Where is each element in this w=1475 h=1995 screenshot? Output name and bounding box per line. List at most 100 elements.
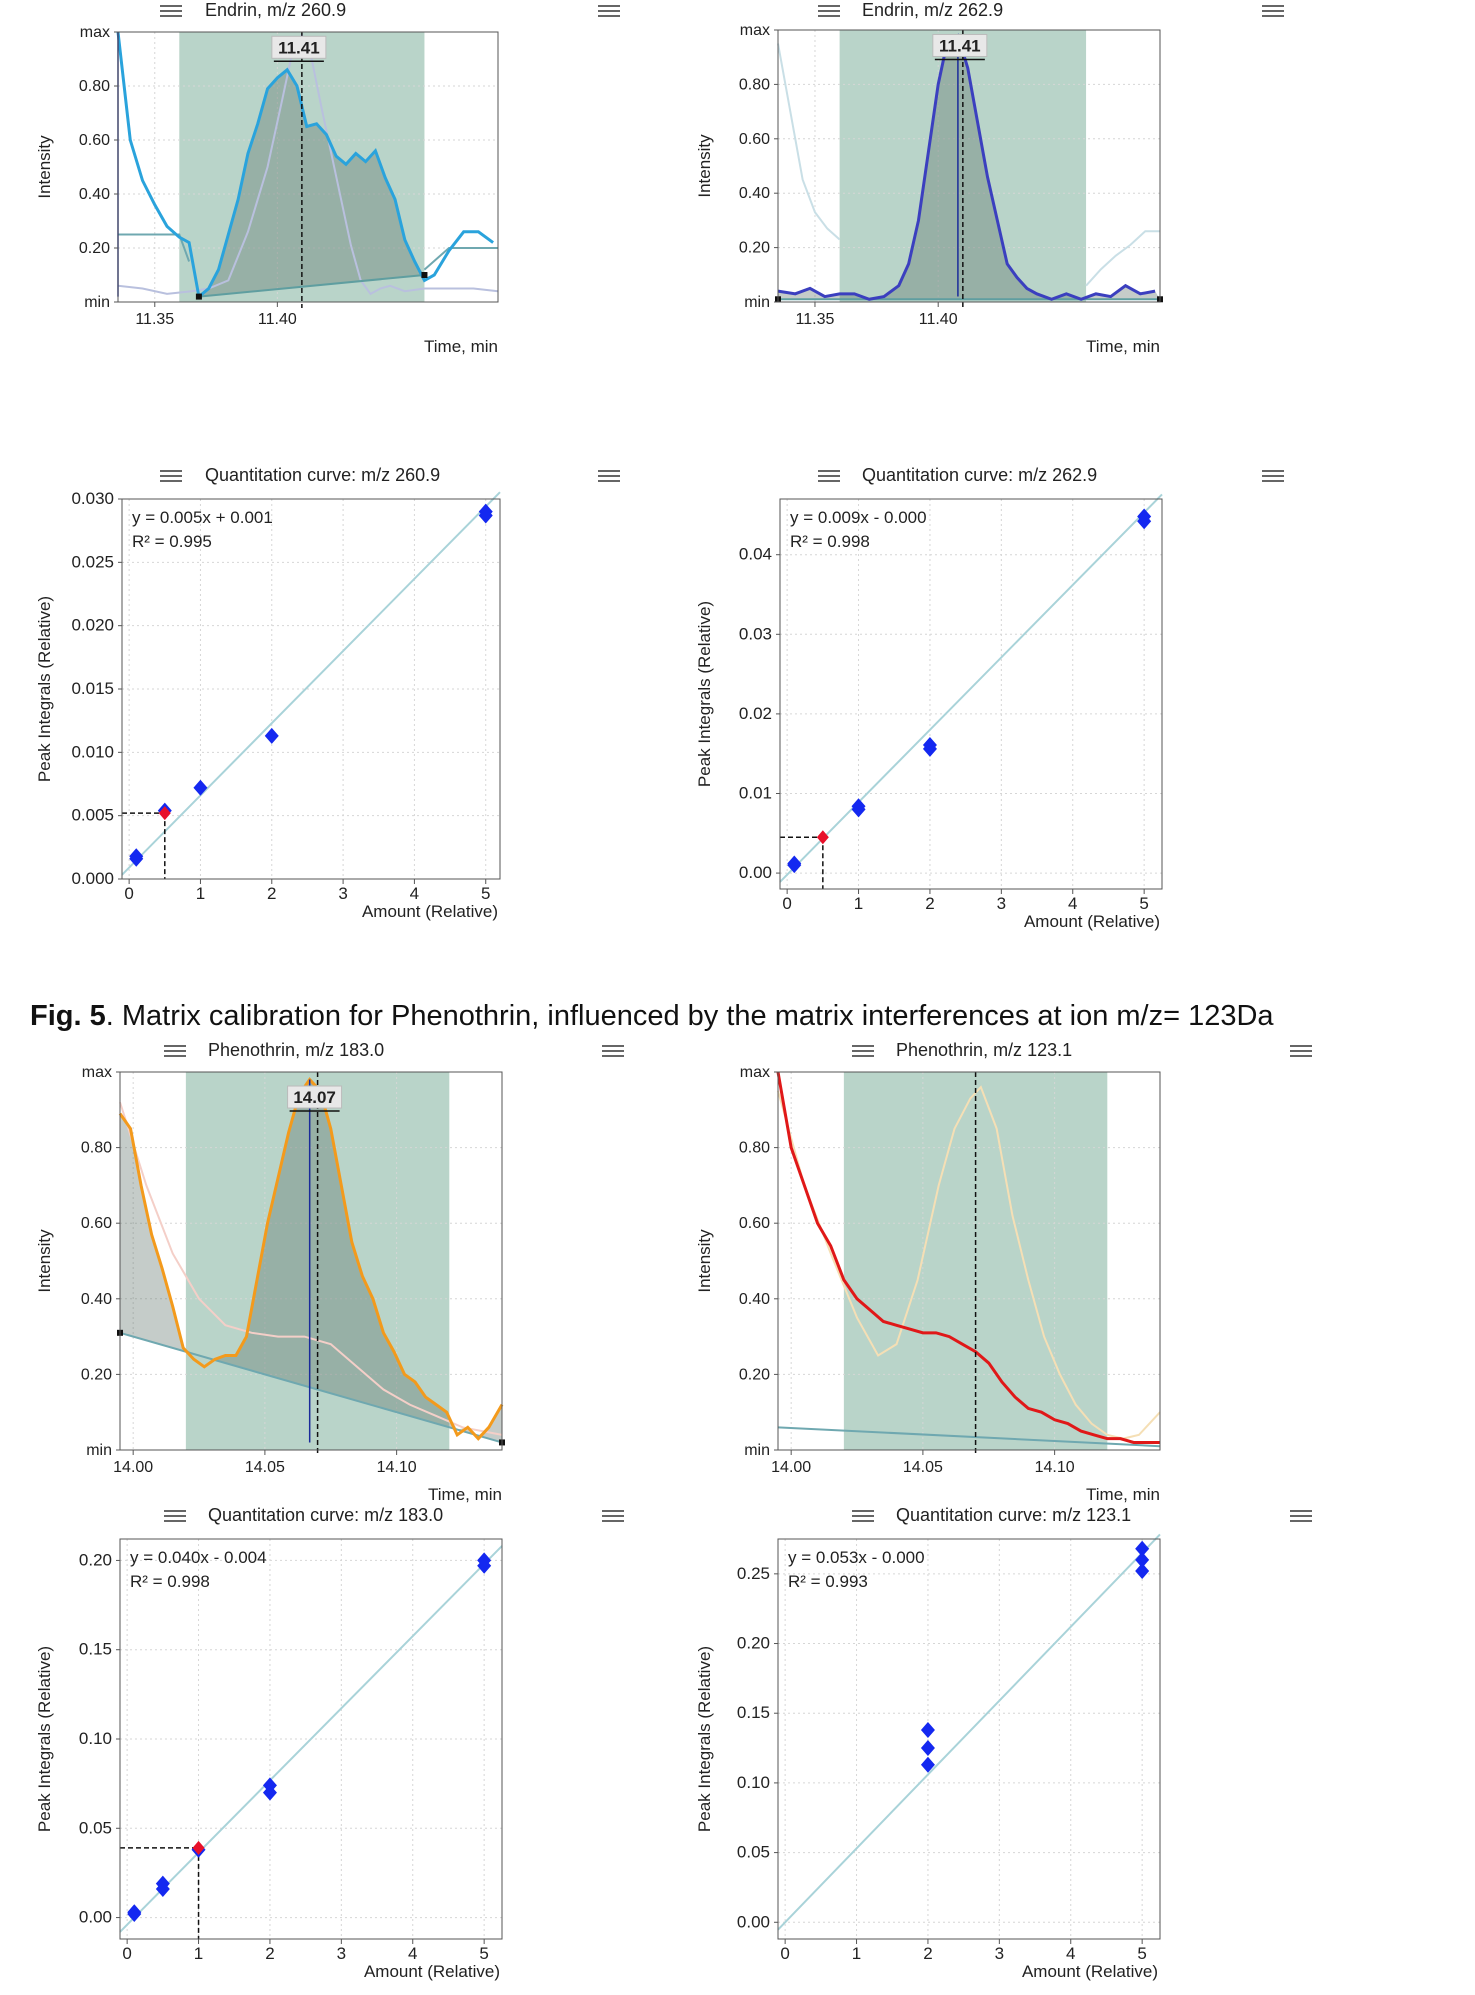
baseline-start-marker	[195, 293, 202, 300]
y-tick-label: 0.20	[739, 1366, 770, 1383]
y-tick-label: min	[86, 1442, 112, 1459]
chart-title: Quantitation curve: m/z 262.9	[862, 465, 1098, 485]
x-tick-label: 0	[782, 894, 791, 913]
left-menu-icon[interactable]	[160, 467, 182, 483]
y-tick-label: 0.00	[79, 1908, 112, 1927]
x-tick-label: 5	[1137, 1944, 1146, 1963]
left-menu-icon[interactable]	[852, 1507, 874, 1523]
x-tick-label: 0	[124, 884, 133, 903]
baseline-trace	[198, 274, 425, 298]
x-tick-label: 0	[122, 1944, 131, 1963]
y-axis-title: Intensity	[35, 1229, 54, 1293]
calibration-plot: y = 0.009x - 0.000 R² = 0.998 0.00 0.01 0.02…	[695, 493, 1163, 931]
left-menu-icon[interactable]	[164, 1042, 186, 1058]
right-menu-icon[interactable]	[602, 1507, 624, 1523]
calibration-point	[1135, 1551, 1150, 1568]
calibration-point	[262, 1777, 277, 1794]
retention-time-label: 11.41	[939, 36, 981, 55]
plot-frame	[777, 1071, 1161, 1451]
calibration-point	[787, 855, 802, 872]
x-axis-title: Time, min	[424, 337, 498, 356]
right-menu-icon[interactable]	[1290, 1042, 1312, 1058]
panel-header: Phenothrin, m/z 183.0	[30, 1040, 650, 1066]
y-tick-label: 0.20	[81, 1366, 112, 1383]
baseline-trace	[119, 1331, 503, 1444]
y-tick-label: max	[80, 26, 110, 41]
calibration-plot: y = 0.005x + 0.001 R² = 0.995 0.000 0.005 0.…	[35, 491, 501, 921]
y-tick-label: 0.60	[739, 1215, 770, 1232]
left-menu-icon[interactable]	[818, 2, 840, 18]
figure-caption-text: . Matrix calibration for Phenothrin, inf…	[105, 1000, 1274, 1032]
y-tick-label: 0.60	[79, 132, 110, 149]
x-tick-label: 5	[481, 884, 490, 903]
fit-r-squared: R² = 0.993	[788, 1572, 868, 1591]
sample-point	[192, 1840, 205, 1855]
x-tick-label: 2	[265, 1944, 274, 1963]
fit-equation: y = 0.009x - 0.000	[790, 508, 927, 527]
x-tick-label: 4	[1066, 1944, 1075, 1963]
calibration-point	[920, 1756, 935, 1773]
x-tick-label: 1	[196, 884, 205, 903]
fit-line	[779, 493, 1163, 883]
y-tick-label: 0.20	[737, 1634, 770, 1653]
y-tick-label: 0.60	[739, 131, 770, 148]
calibration-point	[264, 727, 279, 744]
x-tick-label: 14.10	[377, 1459, 417, 1476]
right-menu-icon[interactable]	[598, 2, 620, 18]
chromatogram-plot: 14.07 min 0.20 0.40 0.60 0.80 max 14.00 14.05 14.…	[35, 1066, 505, 1504]
calibration-plot: y = 0.053x - 0.000 R² = 0.993 0.00 0.05 0.10…	[695, 1533, 1161, 1981]
y-tick-label: 0.80	[739, 1140, 770, 1157]
x-tick-label: 3	[995, 1944, 1004, 1963]
x-tick-label: 2	[925, 894, 934, 913]
x-axis-title: Time, min	[1086, 1485, 1160, 1504]
retention-time-box	[271, 35, 327, 59]
x-tick-label: 14.00	[113, 1459, 153, 1476]
panel-header: Endrin, m/z 262.9	[690, 0, 1310, 26]
x-axis-title: Time, min	[428, 1485, 502, 1504]
chromatogram-plot: 11.41 min 0.20 0.40 0.60 0.80 max 11.35 11.40 Tim…	[695, 26, 1163, 356]
y-tick-label: 0.01	[739, 783, 772, 802]
secondary-trace	[1085, 230, 1160, 287]
y-tick-label: 0.15	[79, 1640, 112, 1659]
y-axis-title: Intensity	[695, 134, 714, 198]
x-tick-label: 2	[267, 884, 276, 903]
y-tick-label: 0.25	[737, 1564, 770, 1583]
right-menu-icon[interactable]	[598, 467, 620, 483]
y-tick-label: 0.03	[739, 624, 772, 643]
right-menu-icon[interactable]	[1262, 467, 1284, 483]
y-tick-label: min	[744, 1442, 770, 1459]
x-tick-label: 5	[479, 1944, 488, 1963]
y-tick-label: 0.015	[71, 679, 114, 698]
calibration-point	[1135, 1540, 1150, 1557]
calibration-point	[478, 503, 493, 520]
calibration-point	[193, 779, 208, 796]
x-axis-title: Time, min	[1086, 337, 1160, 356]
y-tick-label: 0.02	[739, 704, 772, 723]
calibration-point	[129, 850, 144, 867]
chart-panel-quant-260: Quantitation curve: m/z 260.9 y = 0.005x…	[30, 465, 650, 945]
overlay-trace	[118, 233, 191, 262]
x-tick-label: 11.40	[919, 311, 958, 328]
calibration-point	[920, 1740, 935, 1757]
x-tick-label: 11.40	[258, 311, 297, 328]
y-tick-label: 0.20	[79, 1550, 112, 1569]
chart-panel-endrin-262: Endrin, m/z 262.9 11.41 min 0.20 0.40 0.60 0.…	[690, 0, 1310, 360]
right-menu-icon[interactable]	[1290, 1507, 1312, 1523]
figure-label: Fig. 5	[30, 1000, 106, 1032]
y-tick-label: 0.80	[79, 78, 110, 95]
main-trace	[777, 33, 1156, 301]
left-menu-icon[interactable]	[160, 2, 182, 18]
y-tick-label: 0.40	[739, 1291, 770, 1308]
left-menu-icon[interactable]	[852, 1042, 874, 1058]
right-menu-icon[interactable]	[1262, 2, 1284, 18]
calibration-point	[477, 1552, 492, 1569]
left-menu-icon[interactable]	[818, 467, 840, 483]
secondary-trace	[119, 1101, 503, 1436]
plot-frame	[117, 31, 499, 303]
chart-title: Endrin, m/z 260.9	[205, 0, 347, 20]
left-menu-icon[interactable]	[164, 1507, 186, 1523]
figure-caption: Fig. 5. Matrix calibration for Phenothri…	[30, 1000, 1450, 1033]
y-axis-title: Peak Integrals (Relative)	[695, 601, 714, 787]
right-menu-icon[interactable]	[602, 1042, 624, 1058]
chart-title: Endrin, m/z 262.9	[862, 0, 1004, 20]
